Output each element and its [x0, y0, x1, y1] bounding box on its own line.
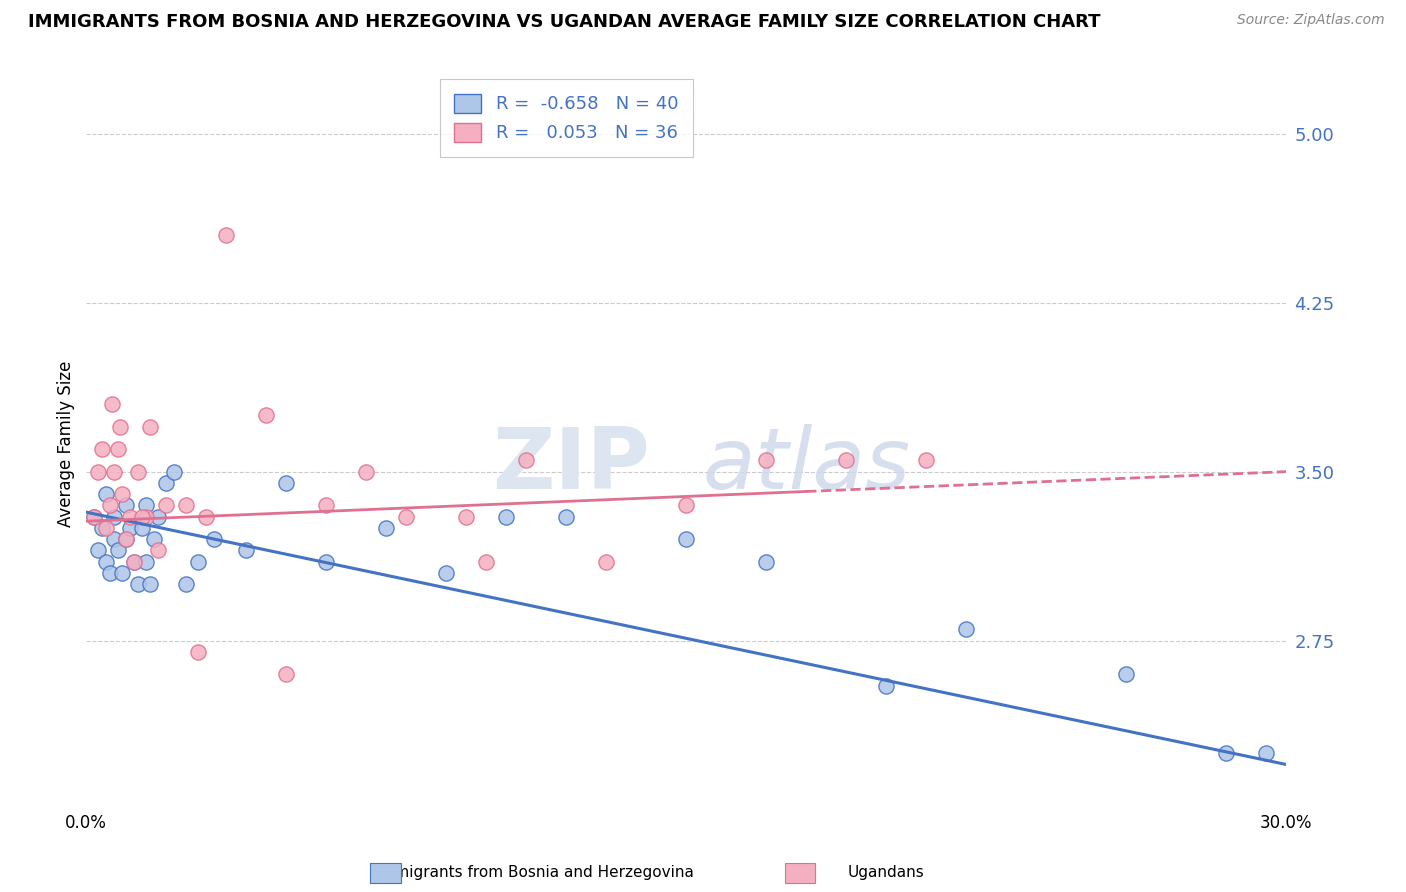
Point — [315, 499, 337, 513]
Point — [1215, 746, 1237, 760]
Point — [96, 555, 118, 569]
Point — [148, 509, 170, 524]
Point — [111, 487, 134, 501]
Point — [434, 566, 457, 580]
Point — [375, 521, 398, 535]
Point — [87, 465, 110, 479]
Point — [131, 521, 153, 535]
Point — [103, 465, 125, 479]
Point — [555, 509, 578, 524]
Point — [110, 419, 132, 434]
Point — [115, 533, 138, 547]
Point — [131, 509, 153, 524]
Point — [91, 442, 114, 456]
Point — [202, 533, 225, 547]
Point — [215, 228, 238, 243]
Point — [107, 442, 129, 456]
Point — [115, 533, 138, 547]
Point — [875, 679, 897, 693]
Point — [254, 409, 277, 423]
Y-axis label: Average Family Size: Average Family Size — [58, 360, 75, 526]
Text: IMMIGRANTS FROM BOSNIA AND HERZEGOVINA VS UGANDAN AVERAGE FAMILY SIZE CORRELATIO: IMMIGRANTS FROM BOSNIA AND HERZEGOVINA V… — [28, 13, 1101, 31]
Point — [276, 667, 298, 681]
Point — [315, 555, 337, 569]
Point — [148, 543, 170, 558]
Point — [755, 555, 778, 569]
Point — [124, 555, 146, 569]
Point — [135, 555, 157, 569]
Legend: R =  -0.658   N = 40, R =   0.053   N = 36: R = -0.658 N = 40, R = 0.053 N = 36 — [440, 79, 693, 157]
Point — [495, 509, 517, 524]
Point — [135, 509, 157, 524]
Point — [83, 509, 105, 524]
Point — [83, 509, 105, 524]
Point — [755, 453, 778, 467]
Point — [96, 487, 118, 501]
Point — [87, 543, 110, 558]
Text: Ugandans: Ugandans — [848, 865, 924, 880]
Point — [120, 521, 142, 535]
Point — [103, 509, 125, 524]
Point — [127, 577, 149, 591]
Point — [139, 419, 162, 434]
Point — [91, 521, 114, 535]
Point — [111, 566, 134, 580]
Point — [120, 509, 142, 524]
Point — [115, 499, 138, 513]
Point — [595, 555, 617, 569]
Point — [107, 543, 129, 558]
Point — [98, 566, 121, 580]
Point — [1115, 667, 1137, 681]
Point — [155, 499, 177, 513]
Point — [103, 533, 125, 547]
Point — [98, 499, 121, 513]
Point — [174, 499, 197, 513]
Point — [155, 475, 177, 490]
Point — [174, 577, 197, 591]
Point — [124, 555, 146, 569]
Point — [163, 465, 186, 479]
Point — [915, 453, 938, 467]
Point — [127, 465, 149, 479]
Point — [143, 533, 166, 547]
Point — [276, 475, 298, 490]
Point — [187, 645, 209, 659]
Point — [675, 499, 697, 513]
Point — [395, 509, 418, 524]
Text: atlas: atlas — [702, 424, 910, 507]
Point — [675, 533, 697, 547]
Point — [187, 555, 209, 569]
Point — [456, 509, 478, 524]
Point — [515, 453, 537, 467]
Point — [195, 509, 218, 524]
Point — [955, 623, 977, 637]
Point — [135, 499, 157, 513]
Point — [835, 453, 858, 467]
Text: ZIP: ZIP — [492, 424, 650, 507]
Point — [1256, 746, 1278, 760]
Point — [139, 577, 162, 591]
Point — [101, 397, 124, 411]
Point — [96, 521, 118, 535]
Point — [356, 465, 378, 479]
Text: Source: ZipAtlas.com: Source: ZipAtlas.com — [1237, 13, 1385, 28]
Text: Immigrants from Bosnia and Herzegovina: Immigrants from Bosnia and Herzegovina — [375, 865, 693, 880]
Point — [475, 555, 498, 569]
Point — [235, 543, 257, 558]
